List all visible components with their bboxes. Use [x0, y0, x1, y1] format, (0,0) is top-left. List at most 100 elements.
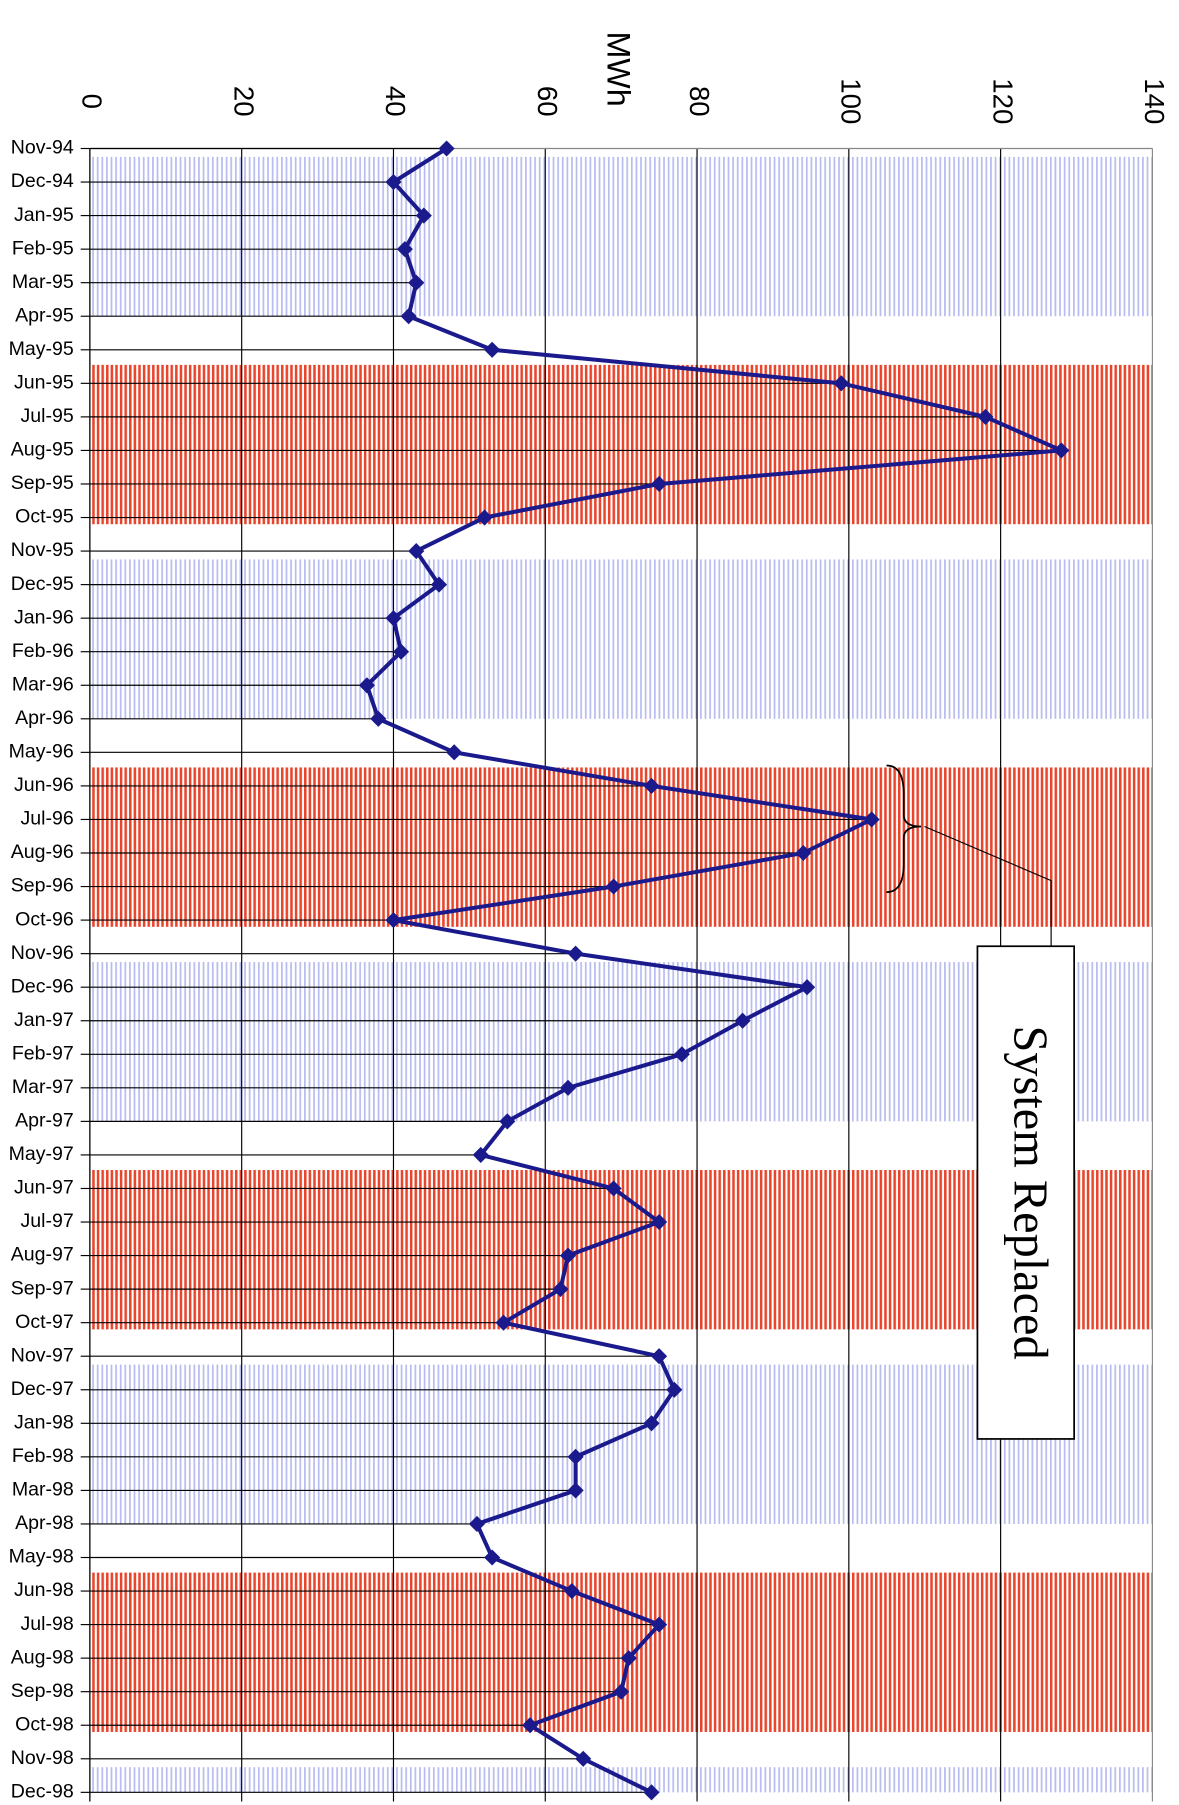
value-tick-label: 100 [836, 78, 867, 124]
category-label: Jun-95 [14, 372, 74, 394]
category-label: Jan-97 [14, 1009, 74, 1031]
category-label: Dec-95 [11, 573, 74, 595]
value-tick-label: 120 [987, 78, 1018, 124]
value-tick-label: 0 [77, 94, 108, 109]
marker [385, 912, 402, 929]
marker [552, 1281, 569, 1298]
marker [358, 677, 375, 694]
category-label: Oct-96 [15, 908, 74, 930]
category-label: Jun-96 [14, 774, 74, 796]
category-label: Jun-98 [14, 1579, 74, 1601]
category-label: Aug-98 [11, 1646, 74, 1668]
marker [833, 375, 850, 392]
marker [799, 979, 816, 996]
summer-band [89, 364, 1153, 525]
annotation: System Replaced [1004, 1025, 1057, 1359]
marker [408, 274, 425, 291]
category-label: May-97 [9, 1143, 74, 1165]
marker [559, 1079, 577, 1096]
category-label: Jun-97 [14, 1177, 74, 1199]
winter-band [89, 1767, 1153, 1793]
marker [415, 207, 432, 224]
category-label: Jul-97 [21, 1210, 74, 1232]
data-line [364, 146, 1063, 1795]
marker [484, 341, 501, 358]
brace [886, 764, 922, 894]
category-label: Sep-97 [11, 1277, 74, 1299]
marker [499, 1113, 516, 1130]
value-tick-label: 20 [228, 86, 259, 117]
marker [385, 610, 402, 627]
category-label: Nov-96 [11, 942, 74, 964]
category-label: Feb-98 [12, 1445, 74, 1467]
winter-band [89, 156, 1153, 317]
category-label: Dec-96 [11, 975, 74, 997]
value-tick-label: 140 [1139, 78, 1170, 124]
category-label: Mar-95 [12, 271, 74, 293]
category-label: Sep-96 [11, 875, 74, 897]
marker [468, 1515, 486, 1533]
marker [400, 308, 417, 325]
plot [80, 147, 1153, 1802]
marker [522, 1717, 539, 1734]
axis-title: MWh [600, 31, 636, 106]
marker [385, 173, 402, 191]
category-label: Jan-98 [14, 1411, 74, 1433]
marker [563, 1582, 580, 1600]
marker [567, 1482, 584, 1499]
category-label: Dec-94 [11, 170, 74, 192]
annotation-box [976, 945, 1075, 1440]
category-label: Apr-98 [15, 1512, 74, 1534]
category-label: Feb-95 [12, 237, 74, 259]
marker [734, 1012, 751, 1029]
category-label: Apr-95 [15, 304, 74, 326]
marker [643, 1784, 660, 1801]
marker [567, 945, 584, 962]
category-label: Nov-97 [11, 1344, 74, 1366]
category-label: Aug-95 [11, 439, 74, 461]
marker [673, 1046, 690, 1063]
marker [575, 1750, 592, 1767]
marker [666, 1381, 683, 1398]
summer-band [89, 767, 1153, 927]
marker [430, 576, 448, 593]
marker [651, 1616, 668, 1633]
marker [438, 140, 455, 157]
value-tick-label: 40 [380, 86, 411, 117]
category-label: Dec-98 [11, 1781, 74, 1803]
value-tick-label: 60 [532, 86, 563, 117]
category-label: Aug-96 [11, 841, 74, 863]
category-label: Feb-97 [12, 1042, 74, 1064]
marker [476, 509, 493, 526]
category-label: Jul-95 [21, 405, 74, 427]
marker [567, 1448, 584, 1465]
marker [495, 1314, 512, 1331]
category-label: Oct-98 [15, 1713, 74, 1735]
category-label: Dec-97 [11, 1378, 74, 1400]
winter-band [89, 1364, 1153, 1524]
category-label: Aug-97 [11, 1244, 74, 1266]
category-label: Jul-98 [21, 1613, 74, 1635]
marker [396, 241, 413, 258]
category-label: Mar-96 [12, 673, 74, 695]
marker [484, 1549, 501, 1566]
category-label: Feb-96 [12, 640, 74, 662]
category-label: Nov-98 [11, 1747, 74, 1769]
category-label: May-98 [9, 1546, 74, 1568]
category-label: Nov-94 [11, 137, 74, 159]
category-label: Apr-97 [15, 1110, 74, 1132]
marker [559, 1247, 577, 1264]
category-label: Jan-95 [14, 204, 74, 226]
marker [795, 844, 812, 862]
category-label: Mar-97 [12, 1076, 74, 1098]
summer-band [89, 1572, 1153, 1732]
marker [1053, 442, 1070, 459]
marker [446, 744, 463, 761]
marker [613, 1683, 630, 1700]
summer-band [89, 1170, 1153, 1330]
leader-line [924, 825, 1052, 947]
category-label: Oct-95 [15, 506, 74, 528]
marker [643, 1415, 660, 1432]
marker [651, 1213, 668, 1231]
